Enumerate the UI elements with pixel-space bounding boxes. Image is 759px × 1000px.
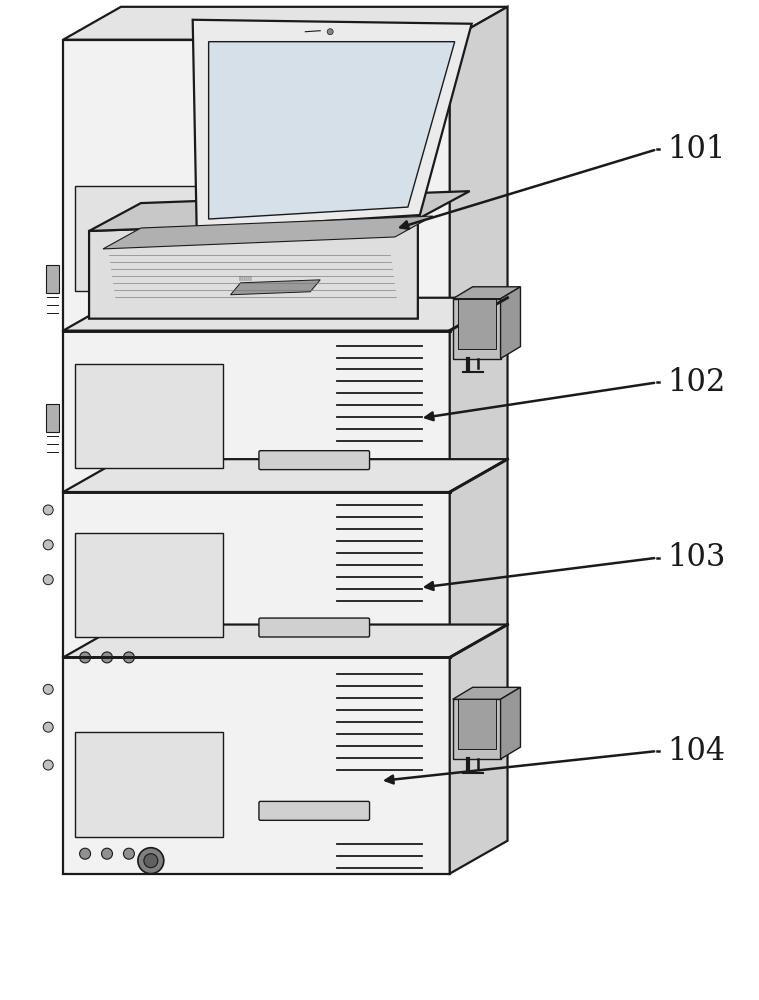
Polygon shape bbox=[63, 657, 450, 874]
Polygon shape bbox=[193, 20, 471, 229]
Text: 102: 102 bbox=[667, 367, 726, 398]
Polygon shape bbox=[452, 299, 500, 359]
FancyBboxPatch shape bbox=[259, 801, 370, 820]
Bar bbox=[46, 265, 59, 293]
Circle shape bbox=[43, 575, 53, 585]
Polygon shape bbox=[231, 280, 320, 295]
Polygon shape bbox=[452, 699, 500, 759]
Circle shape bbox=[144, 854, 158, 868]
Circle shape bbox=[43, 760, 53, 770]
Text: 103: 103 bbox=[667, 542, 726, 573]
Polygon shape bbox=[63, 492, 450, 657]
Circle shape bbox=[43, 505, 53, 515]
Polygon shape bbox=[63, 331, 450, 492]
Polygon shape bbox=[63, 298, 508, 331]
Polygon shape bbox=[452, 287, 521, 299]
Bar bbox=[458, 699, 496, 749]
Bar bbox=[458, 299, 496, 349]
Text: IIIIIII: IIIIIII bbox=[238, 276, 253, 282]
Polygon shape bbox=[450, 459, 508, 657]
FancyBboxPatch shape bbox=[259, 299, 370, 318]
Circle shape bbox=[43, 540, 53, 550]
Polygon shape bbox=[500, 687, 521, 759]
Polygon shape bbox=[63, 7, 508, 40]
Circle shape bbox=[124, 848, 134, 859]
Polygon shape bbox=[63, 459, 508, 492]
Bar bbox=[46, 404, 59, 432]
Polygon shape bbox=[452, 687, 521, 699]
Polygon shape bbox=[89, 191, 470, 231]
Circle shape bbox=[43, 722, 53, 732]
Circle shape bbox=[43, 684, 53, 694]
FancyBboxPatch shape bbox=[259, 618, 370, 637]
Bar bbox=[75, 533, 222, 637]
Polygon shape bbox=[63, 625, 508, 657]
Polygon shape bbox=[89, 219, 418, 319]
Bar bbox=[75, 732, 222, 837]
Text: 101: 101 bbox=[667, 134, 726, 165]
Polygon shape bbox=[209, 42, 455, 219]
FancyBboxPatch shape bbox=[259, 451, 370, 470]
Circle shape bbox=[80, 652, 90, 663]
Text: 104: 104 bbox=[667, 736, 725, 767]
Circle shape bbox=[102, 652, 112, 663]
Polygon shape bbox=[63, 40, 450, 331]
Circle shape bbox=[102, 848, 112, 859]
Circle shape bbox=[138, 848, 164, 874]
Polygon shape bbox=[500, 287, 521, 359]
Polygon shape bbox=[450, 298, 508, 492]
Bar bbox=[75, 364, 222, 468]
Polygon shape bbox=[450, 625, 508, 874]
Bar bbox=[75, 186, 222, 291]
Polygon shape bbox=[450, 7, 508, 331]
Circle shape bbox=[124, 652, 134, 663]
Polygon shape bbox=[103, 216, 433, 249]
Circle shape bbox=[80, 848, 90, 859]
Circle shape bbox=[327, 29, 333, 35]
